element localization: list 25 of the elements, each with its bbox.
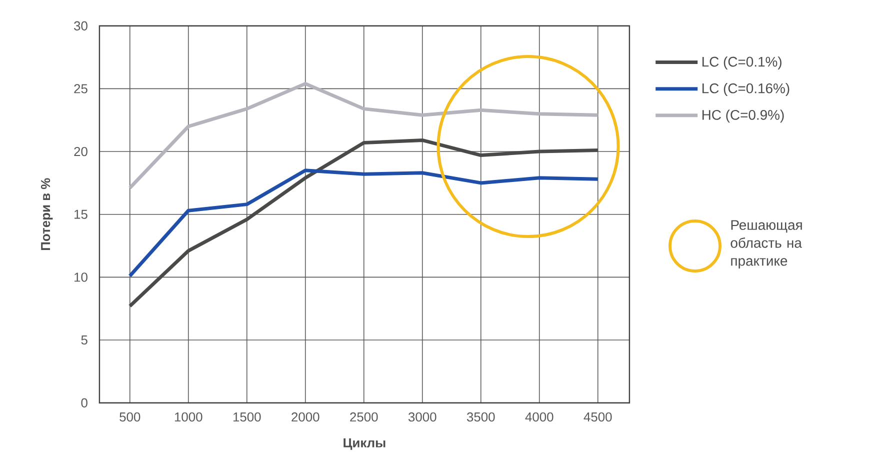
- x-tick-label: 4000: [525, 412, 554, 422]
- x-tick-label: 1000: [174, 412, 202, 422]
- text: Решающая область на практике: [730, 220, 802, 269]
- x-tick-label: 3500: [466, 412, 495, 422]
- x-tick-label: 500: [120, 412, 140, 422]
- line-series: [128, 82, 600, 190]
- x-tick-label: 4500: [584, 412, 612, 422]
- y-tick-label: 20: [74, 146, 88, 156]
- y-tick-label: 10: [74, 272, 88, 282]
- x-tick-label: 2500: [350, 412, 378, 422]
- y-tick-label: 15: [74, 210, 88, 219]
- line-series: [128, 138, 600, 308]
- x-tick-label: 3000: [408, 412, 436, 422]
- y-tick-label: 0: [81, 398, 88, 408]
- legend-label: HC (C=0.9%): [702, 110, 784, 123]
- y-axis-title: Потери в %: [40, 178, 53, 250]
- y-tick-label: 25: [74, 84, 88, 94]
- x-tick-label: 1500: [233, 412, 261, 422]
- legend-label: LC (C=0.1%): [702, 56, 782, 70]
- line-series: [128, 168, 600, 278]
- y-tick-label: 5: [81, 336, 88, 345]
- y-tick-label: 30: [74, 21, 88, 30]
- x-tick-label: 2000: [292, 412, 320, 422]
- x-axis-title: Циклы: [344, 438, 386, 450]
- legend-label: LC (C=0.16%): [702, 83, 790, 96]
